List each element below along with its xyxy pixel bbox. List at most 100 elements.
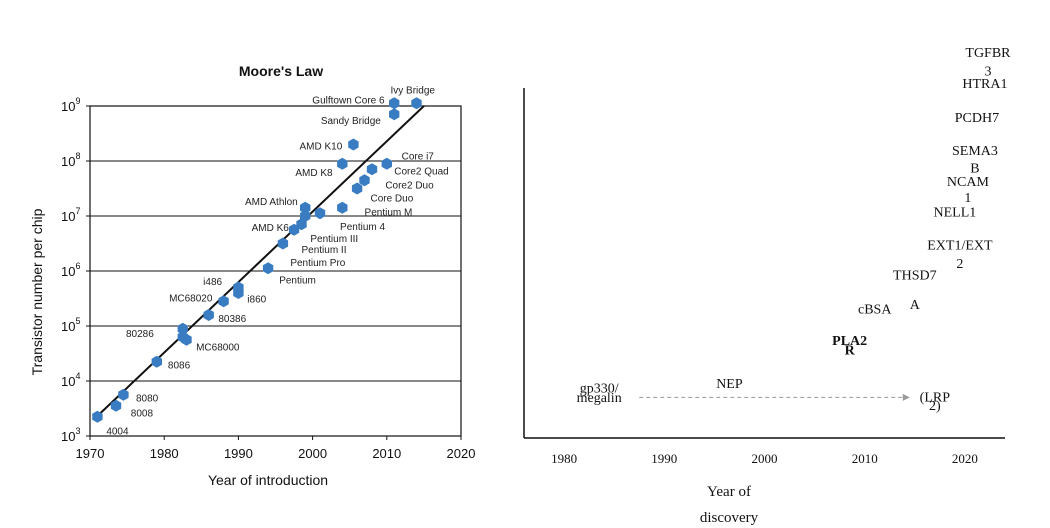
data-point bbox=[203, 309, 214, 321]
discovery-timeline-chart: 1980 1990 2000 2010 2020 gp330/megalin (LRP2)… bbox=[523, 46, 1012, 526]
data-point bbox=[351, 182, 363, 195]
arrow-head bbox=[902, 393, 910, 401]
discovery-label: gp330/ bbox=[580, 382, 619, 397]
point-label: i860 bbox=[247, 295, 266, 306]
x-tick-label: 1970 bbox=[76, 446, 105, 461]
point-label: Core2 Quad bbox=[394, 166, 448, 177]
discovery-label: NCAM bbox=[947, 175, 990, 190]
x-tick-label: 2020 bbox=[952, 451, 978, 466]
y-tick-label: 105 bbox=[61, 316, 80, 334]
data-point bbox=[366, 163, 378, 176]
x-tick-label: 2000 bbox=[298, 446, 327, 461]
data-point bbox=[337, 157, 348, 170]
x-tick-label: 2020 bbox=[447, 446, 476, 461]
discovery-label: PLA2 bbox=[832, 334, 867, 349]
data-point bbox=[337, 201, 348, 214]
point-label: Pentium 4 bbox=[340, 222, 385, 233]
point-label: Core Duo bbox=[370, 193, 413, 204]
data-point bbox=[181, 333, 192, 346]
data-point bbox=[348, 138, 359, 151]
x-tick-label: 1990 bbox=[224, 446, 253, 461]
discovery-label: EXT1/EXT bbox=[927, 239, 993, 254]
point-label: AMD Athlon bbox=[245, 197, 298, 208]
data-point bbox=[300, 201, 311, 214]
data-point bbox=[92, 410, 103, 423]
data-point bbox=[233, 281, 244, 294]
chart-title: Moore's Law bbox=[239, 63, 323, 79]
discovery-label: SEMA3 bbox=[952, 144, 998, 159]
x-tick-label: 2000 bbox=[752, 451, 778, 466]
point-label: Sandy Bridge bbox=[321, 116, 381, 127]
discovery-label: NEP bbox=[716, 377, 743, 392]
point-label: AMD K10 bbox=[299, 142, 342, 153]
discovery-label: R bbox=[845, 344, 856, 359]
x-tick-label: 1990 bbox=[651, 451, 677, 466]
point-label: 80286 bbox=[126, 329, 154, 340]
point-label: AMD K6 bbox=[252, 223, 290, 234]
point-label: Ivy Bridge bbox=[391, 86, 436, 97]
data-point bbox=[118, 388, 129, 401]
data-point bbox=[300, 210, 311, 222]
discovery-label: 3 bbox=[984, 64, 991, 79]
x-tick-label: 2010 bbox=[372, 446, 401, 461]
moores-law-chart: Moore's Law 1970 1980 1990 2000 2010 2020 103… bbox=[29, 63, 475, 488]
y-tick-label: 109 bbox=[61, 96, 80, 114]
data-point bbox=[110, 399, 122, 412]
gridlines bbox=[90, 160, 461, 382]
data-point bbox=[359, 174, 370, 187]
x-axis-label: Year of introduction bbox=[208, 472, 328, 488]
data-point bbox=[277, 237, 289, 250]
point-label: Core2 Duo bbox=[385, 181, 434, 192]
point-label: 8080 bbox=[136, 394, 159, 405]
point-label: i486 bbox=[203, 277, 222, 288]
trend-line bbox=[93, 105, 425, 421]
point-label: Pentium M bbox=[365, 208, 413, 219]
x-axis-label-line-1: Year of bbox=[707, 484, 751, 500]
discovery-label: A bbox=[910, 298, 921, 313]
point-label: MC68020 bbox=[169, 293, 213, 304]
discovery-label: B bbox=[970, 162, 979, 177]
discovery-label: NELL1 bbox=[934, 206, 977, 221]
point-label: 8008 bbox=[131, 408, 154, 419]
x-axis-label-line-2: discovery bbox=[700, 510, 759, 526]
discovery-label: TGFBR bbox=[965, 46, 1011, 61]
data-point bbox=[218, 295, 229, 308]
y-tick-label: 107 bbox=[61, 206, 80, 224]
data-point bbox=[381, 157, 392, 170]
discovery-label: megalin bbox=[577, 391, 622, 406]
point-label: 8086 bbox=[168, 361, 191, 372]
point-label: AMD K8 bbox=[295, 168, 333, 179]
discovery-label: (LRP bbox=[920, 390, 951, 405]
discovery-label: PCDH7 bbox=[955, 111, 999, 126]
y-axis-label: Transistor number per chip bbox=[29, 208, 45, 375]
x-axis-ticks: 1980 1990 2000 2010 2020 bbox=[551, 451, 978, 466]
data-point bbox=[389, 97, 400, 110]
data-point bbox=[262, 262, 274, 275]
x-tick-label: 1980 bbox=[150, 446, 179, 461]
x-tick-label: 1980 bbox=[551, 451, 577, 466]
data-point bbox=[389, 108, 400, 121]
x-axis-ticks: 1970 1980 1990 2000 2010 2020 bbox=[76, 436, 476, 461]
point-label: Pentium II bbox=[301, 245, 346, 256]
point-label: Pentium III bbox=[310, 234, 358, 245]
point-label: 4004 bbox=[106, 427, 129, 438]
discovery-label: 2 bbox=[956, 257, 963, 272]
point-label: Gulftown Core 6 bbox=[312, 95, 385, 106]
discovery-label: 2) bbox=[929, 399, 941, 414]
data-point bbox=[411, 97, 422, 110]
y-axis-ticks: 103 104 105 106 107 108 109 bbox=[61, 96, 90, 444]
point-label: Core i7 bbox=[402, 152, 435, 163]
discovery-label: HTRA1 bbox=[962, 77, 1007, 92]
point-label: Pentium bbox=[279, 275, 316, 286]
x-tick-label: 2010 bbox=[852, 451, 878, 466]
point-label: 80386 bbox=[218, 314, 246, 325]
point-label: MC68000 bbox=[196, 342, 240, 353]
y-tick-label: 108 bbox=[61, 151, 80, 169]
data-points bbox=[92, 97, 422, 423]
data-point bbox=[314, 207, 326, 220]
discovery-label: THSD7 bbox=[893, 268, 937, 283]
point-label: Pentium Pro bbox=[290, 258, 345, 269]
